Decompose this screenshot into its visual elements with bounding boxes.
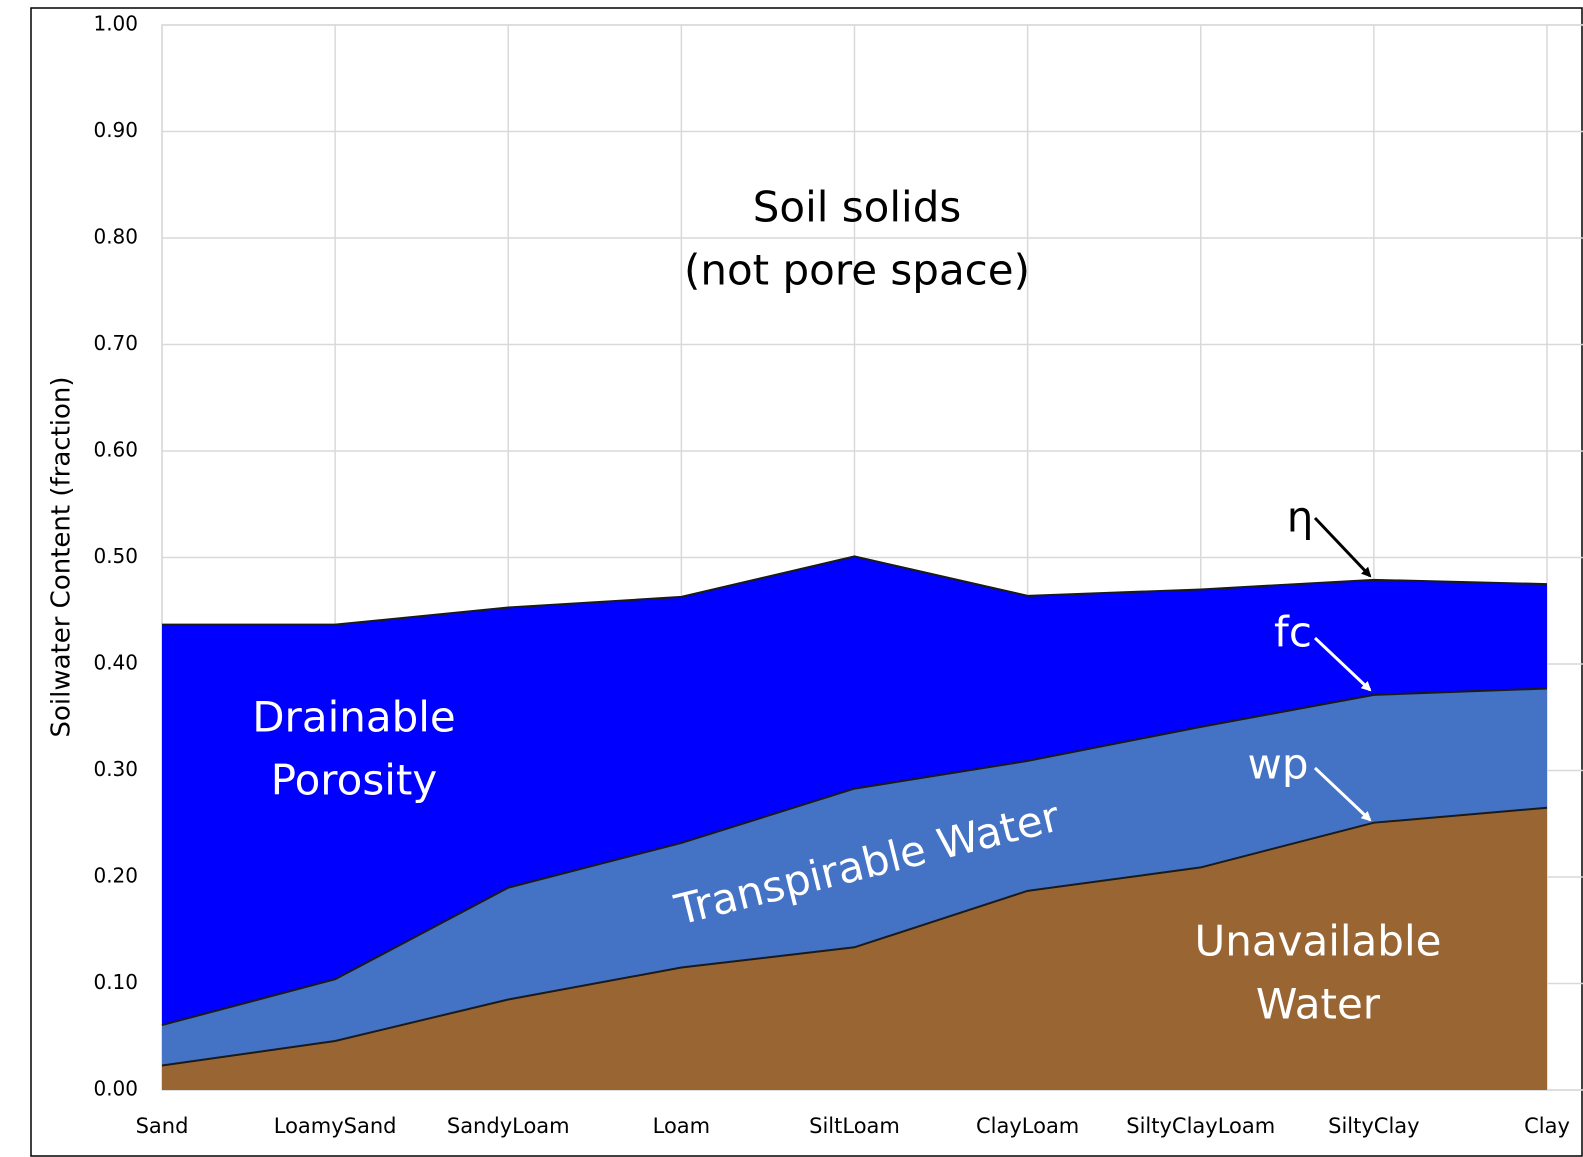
y-tick-label: 0.90 bbox=[93, 118, 138, 142]
x-tick-label: Loam bbox=[653, 1114, 711, 1138]
y-tick-label: 0.00 bbox=[93, 1077, 138, 1101]
x-tick-label: ClayLoam bbox=[976, 1114, 1079, 1138]
line bbox=[161, 687, 1548, 1027]
series-label: fc bbox=[1274, 608, 1312, 657]
arrow bbox=[1313, 636, 1372, 692]
y-tick-label: 0.70 bbox=[93, 331, 138, 355]
series-label: η bbox=[1287, 493, 1314, 542]
y-tick-label: 0.40 bbox=[93, 651, 138, 675]
y-tick-label: 1.00 bbox=[93, 12, 138, 36]
x-tick-label: Sand bbox=[136, 1114, 189, 1138]
y-tick-label: 0.60 bbox=[93, 438, 138, 462]
line bbox=[161, 806, 1548, 1067]
annotation: Water bbox=[1256, 980, 1381, 1029]
y-tick-label: 0.30 bbox=[93, 757, 138, 781]
y-tick-label: 0.80 bbox=[93, 225, 138, 249]
annotation: Porosity bbox=[271, 756, 437, 805]
y-axis-title: Soilwater Content (fraction) bbox=[47, 376, 77, 737]
x-tick-label: SandyLoam bbox=[447, 1114, 570, 1138]
y-tick-label: 0.20 bbox=[93, 864, 138, 888]
annotation: (not pore space) bbox=[684, 246, 1030, 295]
arrow bbox=[1313, 766, 1372, 822]
x-tick-label: SiltyClayLoam bbox=[1126, 1114, 1275, 1138]
line bbox=[162, 555, 1548, 626]
arrow bbox=[1313, 516, 1372, 578]
y-tick-label: 0.10 bbox=[93, 970, 138, 994]
x-tick-label: LoamySand bbox=[274, 1114, 397, 1138]
x-tick-label: Clay bbox=[1524, 1114, 1570, 1138]
series-label: wp bbox=[1247, 740, 1308, 789]
area bbox=[162, 807, 1547, 1090]
annotation: Unavailable bbox=[1195, 917, 1442, 966]
annotation: Drainable bbox=[252, 693, 456, 742]
y-tick-label: 0.50 bbox=[93, 544, 138, 568]
x-tick-label: SiltyClay bbox=[1328, 1114, 1419, 1138]
annotation: Soil solids bbox=[753, 183, 962, 232]
x-tick-label: SiltLoam bbox=[809, 1114, 900, 1138]
